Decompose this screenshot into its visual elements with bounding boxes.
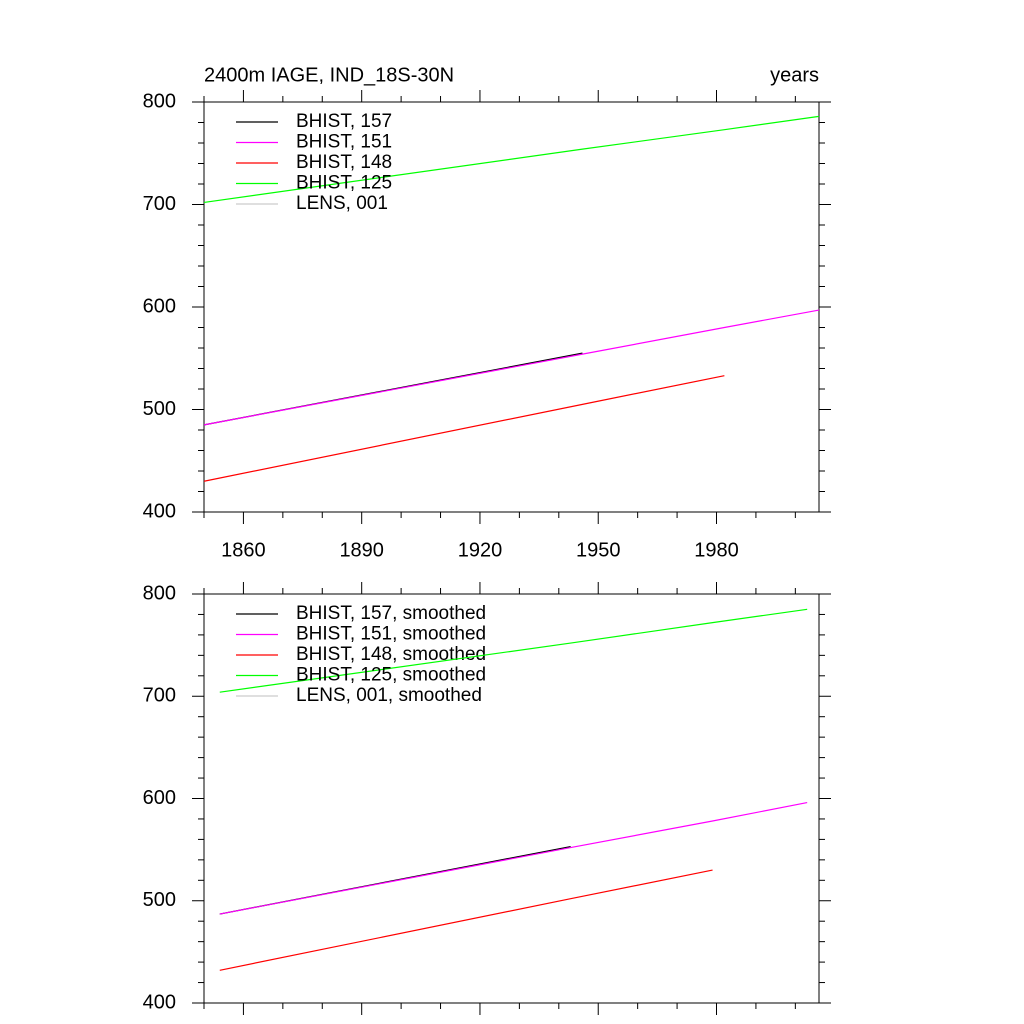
series-line bbox=[219, 608, 808, 693]
y-tick-label: 500 bbox=[143, 398, 176, 420]
legend-label: BHIST, 125 bbox=[296, 173, 392, 194]
series-line bbox=[203, 115, 820, 204]
y-tick-label: 600 bbox=[143, 295, 176, 317]
legend-label: BHIST, 148 bbox=[296, 152, 392, 173]
x-tick-label: 1950 bbox=[576, 539, 621, 561]
y-tick-label: 500 bbox=[143, 889, 176, 911]
series-line bbox=[203, 309, 820, 426]
series-line bbox=[219, 802, 808, 915]
legend-label: BHIST, 125, smoothed bbox=[296, 665, 486, 686]
legend-label: LENS, 001, smoothed bbox=[296, 685, 482, 706]
chart-title: 2400m IAGE, IND_18S-30N bbox=[204, 64, 454, 86]
x-tick-label: 1890 bbox=[339, 539, 384, 561]
y-tick-label: 400 bbox=[143, 991, 176, 1013]
series-line bbox=[219, 869, 713, 971]
x-tick-label: 1860 bbox=[221, 539, 266, 561]
x-tick-label: 1980 bbox=[694, 539, 739, 561]
legend-label: BHIST, 148, smoothed bbox=[296, 644, 486, 665]
y-tick-label: 400 bbox=[143, 500, 176, 522]
chart-subtitle: years bbox=[770, 64, 819, 86]
legend-label: BHIST, 157, smoothed bbox=[296, 603, 486, 624]
y-tick-label: 700 bbox=[143, 685, 176, 707]
legend-label: BHIST, 151 bbox=[296, 132, 392, 153]
legend-label: BHIST, 157 bbox=[296, 111, 392, 132]
y-tick-label: 800 bbox=[143, 90, 176, 112]
legend-label: BHIST, 151, smoothed bbox=[296, 624, 486, 645]
x-tick-label: 1920 bbox=[458, 539, 503, 561]
y-tick-label: 800 bbox=[143, 582, 176, 604]
legend-label: LENS, 001 bbox=[296, 193, 388, 214]
y-tick-label: 700 bbox=[143, 193, 176, 215]
series-line bbox=[203, 375, 725, 482]
y-tick-label: 600 bbox=[143, 787, 176, 809]
